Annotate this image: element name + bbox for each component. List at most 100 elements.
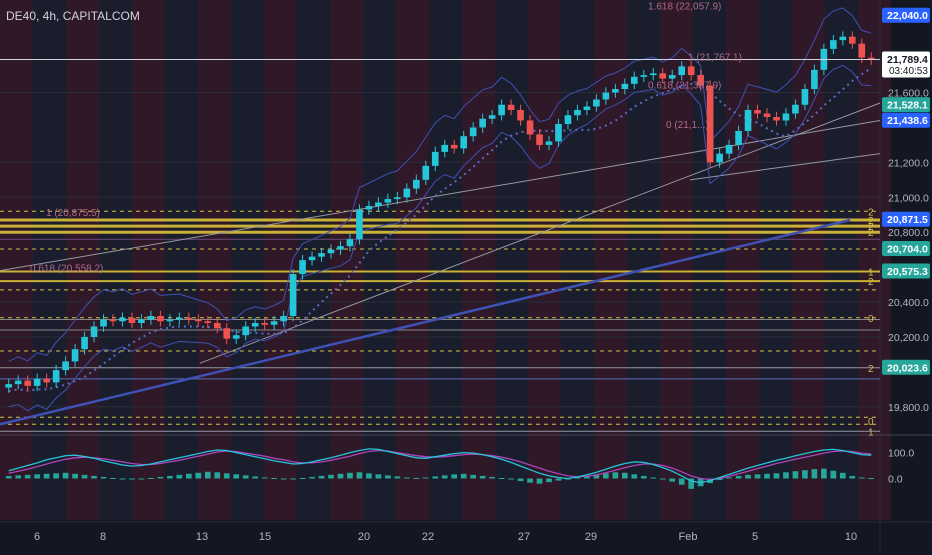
macd-histogram-bar: [726, 477, 732, 479]
macd-histogram-bar: [773, 473, 780, 479]
price-badge-label: 21,438.6: [887, 115, 928, 127]
candle: [147, 316, 155, 320]
macd-histogram-bar: [460, 473, 467, 479]
macd-histogram-bar: [603, 473, 609, 479]
macd-histogram-bar: [802, 470, 808, 479]
session-band: [264, 0, 297, 520]
session-band: [858, 0, 891, 520]
candle: [166, 319, 174, 322]
macd-histogram-bar: [356, 472, 363, 479]
macd-histogram-bar: [527, 478, 533, 483]
x-tick-label: 20: [358, 531, 370, 543]
macd-histogram-bar: [830, 470, 837, 479]
macd-histogram-bar: [508, 478, 514, 480]
candle: [90, 326, 98, 337]
y-tick-label: 21,200.0: [888, 157, 929, 169]
session-band: [792, 0, 825, 520]
macd-histogram-bar: [754, 474, 761, 479]
level-mark: 0: [868, 417, 874, 428]
candle: [782, 113, 790, 121]
session-band: [594, 0, 627, 520]
candle: [867, 57, 875, 60]
session-band: [627, 0, 660, 520]
candle: [830, 40, 837, 49]
fib-label: 0.618 (21,387.9): [648, 80, 721, 91]
macd-histogram-bar: [394, 476, 401, 479]
candle: [725, 144, 733, 154]
macd-histogram-bar: [138, 478, 145, 480]
macd-histogram-bar: [422, 477, 429, 479]
session-band: [759, 0, 792, 520]
candle: [441, 144, 449, 152]
candle: [384, 199, 392, 203]
x-tick-label: Feb: [679, 531, 698, 543]
candle: [327, 249, 335, 254]
macd-histogram-bar: [498, 477, 505, 479]
candle: [280, 316, 287, 322]
macd-histogram-bar: [621, 472, 628, 479]
macd-histogram-bar: [91, 475, 97, 479]
macd-histogram-bar: [328, 474, 334, 479]
macd-histogram-bar: [849, 475, 856, 479]
y-tick-label: 19,800.0: [888, 402, 929, 414]
macd-histogram-bar: [650, 477, 657, 479]
candle: [5, 384, 13, 388]
candle: [706, 85, 714, 163]
macd-histogram-bar: [233, 474, 240, 479]
price-badge-label: 20,704.0: [887, 243, 928, 255]
macd-histogram-bar: [783, 472, 789, 479]
symbol-title: DE40, 4h, CAPITALCOM: [6, 9, 140, 23]
candle: [24, 380, 32, 386]
macd-histogram-bar: [337, 473, 344, 479]
session-band: [0, 0, 33, 520]
fib-label: 0 (21,1...): [666, 120, 709, 131]
candle: [630, 76, 638, 84]
session-band: [165, 0, 198, 520]
macd-histogram-bar: [347, 472, 353, 479]
candle: [593, 99, 600, 107]
price-badge: [882, 97, 930, 113]
session-band: [363, 0, 396, 520]
candle: [754, 109, 761, 114]
macd-histogram-bar: [669, 478, 676, 482]
session-band: [528, 0, 561, 520]
candle: [431, 151, 439, 166]
macd-histogram-bar: [536, 478, 543, 484]
x-tick-label: 6: [34, 531, 40, 543]
candle: [242, 326, 250, 336]
macd-histogram-bar: [716, 478, 723, 481]
candle: [763, 113, 771, 117]
trend-line-upper: [0, 119, 881, 272]
candle: [289, 274, 297, 317]
x-tick-label: 22: [422, 531, 434, 543]
x-tick-label: 27: [518, 531, 530, 543]
macd-histogram-bar: [451, 474, 458, 479]
candle: [517, 109, 524, 121]
price-badge: [882, 7, 930, 23]
macd-histogram-bar: [271, 477, 277, 479]
macd-signal-line: [8, 449, 872, 481]
candle: [71, 349, 79, 362]
macd-histogram-bar: [15, 475, 22, 479]
macd-histogram-bar: [385, 475, 391, 479]
candle: [687, 66, 695, 76]
candle: [119, 317, 126, 322]
price-badge-label: 21,789.4: [887, 54, 928, 66]
candle: [100, 319, 107, 327]
candle: [365, 206, 373, 210]
fib-label: 1 (21,767.1): [688, 52, 742, 63]
candle: [308, 256, 316, 261]
x-tick-label: 13: [196, 531, 208, 543]
macd-histogram-bar: [612, 472, 619, 479]
macd-histogram-bar: [366, 473, 372, 479]
macd-histogram-bar: [839, 472, 846, 479]
x-tick-label: 5: [752, 531, 758, 543]
macd-histogram-bar: [735, 475, 742, 479]
macd-histogram-bar: [811, 469, 818, 479]
price-badge-label: 22,040.0: [887, 10, 928, 22]
candle: [176, 317, 183, 320]
macd-histogram-bar: [223, 473, 230, 479]
macd-histogram-bar: [792, 471, 799, 479]
